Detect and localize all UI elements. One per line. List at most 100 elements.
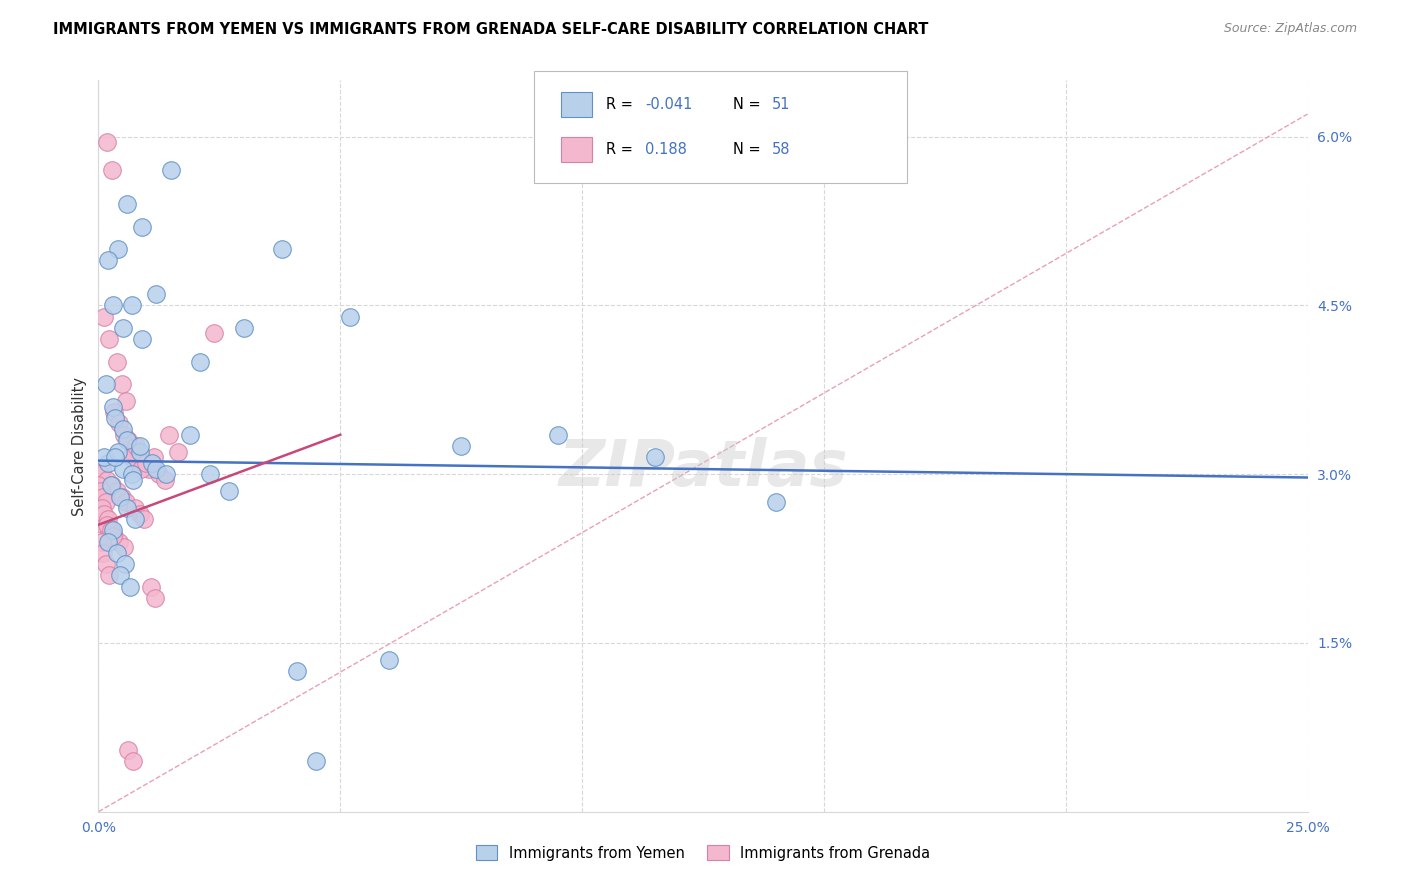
Point (120, 450, 142, 465)
Point (644, 450, 666, 465)
Point (157, 427, 180, 442)
Point (100, 478, 122, 492)
Point (101, 529, 124, 543)
Point (122, 473, 145, 487)
Point (107, 242, 129, 256)
Point (117, 197, 139, 211)
Point (124, 500, 146, 515)
Point (131, 219, 153, 234)
Point (179, 427, 201, 442)
Point (103, 529, 125, 543)
Point (104, 410, 127, 425)
Point (94, 557, 117, 571)
Point (111, 377, 134, 392)
Point (87, 478, 110, 492)
Point (132, 456, 155, 470)
Point (96, 135, 118, 149)
Point (115, 495, 138, 509)
Point (134, 512, 156, 526)
Text: ZIPatlas: ZIPatlas (558, 437, 848, 499)
Point (111, 490, 134, 504)
Point (91, 534, 114, 549)
Point (117, 434, 139, 448)
Point (198, 467, 221, 482)
Point (547, 427, 569, 442)
Point (117, 434, 139, 448)
Point (94, 377, 117, 392)
Point (125, 439, 148, 453)
Point (153, 473, 176, 487)
Point (145, 287, 167, 301)
Text: Source: ZipAtlas.com: Source: ZipAtlas.com (1223, 22, 1357, 36)
Point (377, 653, 399, 667)
Point (138, 461, 160, 475)
Point (128, 444, 150, 458)
Point (124, 512, 146, 526)
Point (97, 534, 120, 549)
Point (96, 473, 118, 487)
Point (141, 456, 163, 470)
Point (111, 461, 134, 475)
Point (107, 417, 129, 431)
Point (91, 546, 114, 560)
Point (450, 439, 472, 453)
Text: 51: 51 (772, 97, 790, 112)
Y-axis label: Self-Care Disability: Self-Care Disability (72, 376, 87, 516)
Legend: Immigrants from Yemen, Immigrants from Grenada: Immigrants from Yemen, Immigrants from G… (470, 839, 936, 867)
Point (108, 490, 131, 504)
Point (108, 568, 131, 582)
Point (285, 664, 308, 678)
Point (128, 439, 150, 453)
Point (104, 450, 127, 465)
Point (103, 405, 125, 419)
Point (90, 483, 112, 498)
Point (160, 163, 183, 178)
Point (112, 427, 135, 442)
Text: N =: N = (733, 142, 765, 157)
Point (93, 450, 115, 465)
Point (167, 444, 190, 458)
Point (204, 326, 226, 341)
Point (101, 298, 124, 312)
Point (112, 541, 135, 555)
Point (111, 422, 134, 436)
Point (122, 444, 145, 458)
Point (765, 495, 787, 509)
Point (128, 507, 150, 521)
Point (97, 512, 120, 526)
Point (98, 524, 121, 538)
Point (91, 461, 114, 475)
Text: 58: 58 (772, 142, 790, 157)
Point (93, 517, 115, 532)
Point (232, 321, 254, 335)
Point (105, 483, 128, 498)
Point (131, 332, 153, 346)
Point (117, 743, 139, 757)
Point (122, 754, 145, 768)
Point (91, 490, 114, 504)
Point (89, 467, 111, 482)
Point (127, 450, 149, 465)
Point (93, 507, 115, 521)
Point (145, 591, 167, 605)
Point (271, 242, 294, 256)
Point (129, 461, 152, 475)
Text: IMMIGRANTS FROM YEMEN VS IMMIGRANTS FROM GRENADA SELF-CARE DISABILITY CORRELATIO: IMMIGRANTS FROM YEMEN VS IMMIGRANTS FROM… (53, 22, 929, 37)
Point (139, 580, 162, 594)
Point (155, 467, 177, 482)
Point (107, 534, 129, 549)
Point (97, 253, 120, 268)
Point (105, 354, 128, 368)
Point (107, 444, 129, 458)
Point (98, 568, 121, 582)
Point (148, 467, 170, 482)
Point (115, 394, 138, 409)
Point (117, 500, 139, 515)
Point (97, 456, 120, 470)
Point (188, 354, 211, 368)
Point (111, 321, 134, 335)
Text: -0.041: -0.041 (645, 97, 693, 112)
Point (91, 500, 114, 515)
Point (114, 557, 136, 571)
Point (100, 524, 122, 538)
